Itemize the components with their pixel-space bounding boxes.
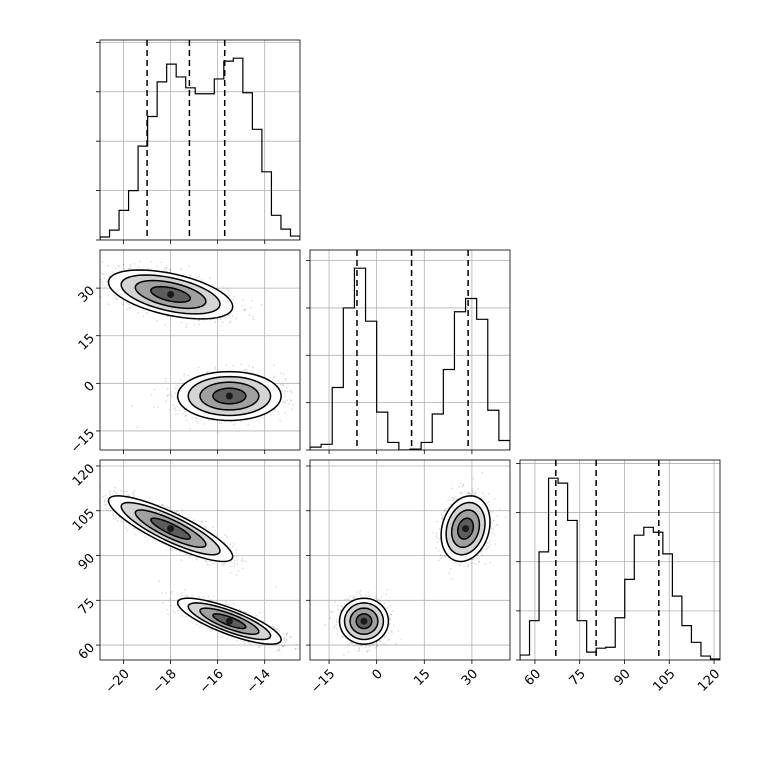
x-tick-label: 15 (411, 667, 433, 689)
x-tick-label: −14 (244, 667, 274, 697)
histogram-0 (100, 57, 300, 240)
contour-0-0 (107, 269, 234, 320)
contour-0-3 (457, 517, 475, 540)
x-tick-label: 60 (522, 667, 544, 689)
axes-frame (309, 249, 511, 451)
contour-1-2 (199, 607, 260, 636)
contour-1-0 (176, 597, 282, 645)
x-tick-label: 105 (650, 667, 678, 695)
panel-0-0 (96, 39, 301, 241)
axes-frame (519, 459, 721, 661)
density-peak-0 (462, 525, 470, 533)
contour-0-1 (445, 501, 486, 556)
panel-2-1 (309, 459, 511, 661)
panel-2-0 (99, 459, 301, 661)
axes-frame (99, 249, 301, 451)
y-tick-label: −15 (68, 426, 98, 456)
contour-1-2 (199, 381, 260, 411)
axes-frame (99, 459, 301, 661)
x-tick-label: −16 (197, 667, 227, 697)
contour-0-3 (150, 517, 192, 540)
panel-2-2 (516, 459, 721, 661)
density-peak-1 (360, 617, 368, 625)
x-tick-label: 75 (567, 667, 589, 689)
y-tick-label: 90 (76, 551, 98, 573)
contour-0-2 (134, 509, 207, 549)
density-peak-1 (225, 392, 233, 400)
contour-1-0 (338, 597, 390, 645)
y-tick-label: 0 (82, 379, 98, 395)
histogram-2 (520, 477, 720, 660)
contour-1-0 (176, 370, 282, 422)
contour-0-2 (450, 509, 481, 549)
x-tick-label: 0 (369, 667, 385, 683)
contour-1-3 (212, 613, 247, 630)
contour-0-1 (120, 501, 221, 556)
contour-0-2 (134, 279, 207, 310)
axes-frame (309, 459, 511, 661)
contour-0-0 (107, 495, 234, 563)
axes-frame (99, 39, 301, 241)
contour-1-3 (355, 613, 373, 630)
x-tick-label: −15 (308, 667, 338, 697)
y-tick-label: 15 (76, 331, 98, 353)
x-tick-label: −18 (150, 667, 180, 697)
density-peak-0 (167, 525, 175, 533)
density-peak-1 (225, 617, 233, 625)
y-tick-label: 75 (76, 596, 98, 618)
contour-0-3 (150, 285, 192, 303)
contour-1-1 (187, 375, 272, 417)
contour-0-0 (440, 495, 491, 563)
panel-1-1 (306, 249, 511, 451)
y-tick-label: 120 (70, 461, 98, 489)
x-tick-label: 120 (695, 667, 723, 695)
contour-0-1 (120, 274, 221, 315)
panel-1-0 (99, 249, 301, 451)
histogram-1 (310, 267, 510, 450)
contour-1-2 (349, 607, 379, 636)
contour-1-3 (212, 387, 247, 405)
x-tick-label: 90 (611, 667, 633, 689)
x-tick-label: 30 (459, 667, 481, 689)
x-tick-label: −20 (103, 667, 133, 697)
density-peak-0 (167, 290, 175, 298)
y-tick-label: 30 (76, 284, 98, 306)
y-tick-label: 105 (70, 506, 98, 534)
y-tick-label: 60 (76, 641, 98, 663)
contour-1-1 (187, 602, 272, 641)
contour-1-1 (343, 602, 385, 641)
